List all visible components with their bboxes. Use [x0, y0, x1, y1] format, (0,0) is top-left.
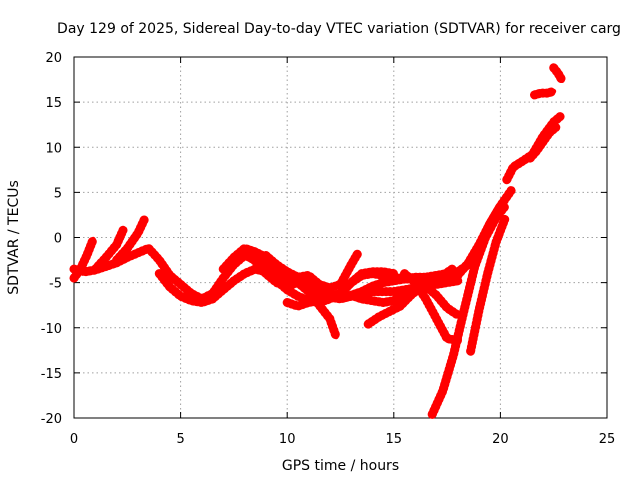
y-tick-label: 20 — [45, 51, 62, 66]
series-trace-17-markers — [525, 122, 561, 163]
y-axis: -20 -15 -10 -5 0 5 10 15 20 — [41, 51, 607, 427]
x-tick-label: 20 — [492, 432, 509, 447]
data-series — [69, 63, 567, 419]
series-trace-2-markers — [69, 234, 98, 283]
x-tick-label: 5 — [176, 432, 184, 447]
y-tick-label: 0 — [54, 232, 62, 247]
grid-lines — [74, 57, 607, 418]
series-trace-12-markers — [363, 263, 458, 329]
y-tick-label: 15 — [45, 96, 62, 111]
series-trace-8-markers — [261, 249, 363, 293]
x-tick-label: 25 — [599, 432, 616, 447]
series-trace-9-markers — [282, 267, 399, 311]
series-trace-15-markers — [466, 214, 510, 356]
y-tick-label: 5 — [54, 186, 62, 201]
y-tick-label: -10 — [41, 322, 62, 337]
y-tick-label: 10 — [45, 141, 62, 156]
series-trace-18-markers — [530, 86, 559, 100]
series-trace-1-markers — [69, 243, 463, 304]
x-axis-label: GPS time / hours — [282, 458, 399, 474]
x-tick-label: 10 — [279, 432, 296, 447]
series-trace-19-markers — [549, 63, 567, 85]
y-tick-label: -20 — [41, 412, 62, 427]
series-trace-14-markers — [427, 202, 510, 419]
series-trace-10-markers — [282, 272, 341, 342]
y-tick-label: -5 — [49, 277, 62, 292]
y-axis-label: SDTVAR / TECUs — [6, 180, 22, 295]
series-trace-13-markers — [400, 269, 463, 345]
series-trace-3-markers — [90, 225, 128, 274]
series-trace-4-markers — [112, 214, 149, 265]
y-tick-label: -15 — [41, 367, 62, 382]
chart-title: Day 129 of 2025, Sidereal Day-to-day VTE… — [57, 21, 621, 37]
x-axis: 0 5 10 15 20 25 — [70, 57, 615, 447]
x-tick-label: 15 — [386, 432, 403, 447]
x-tick-label: 0 — [70, 432, 78, 447]
series-trace-11-markers — [346, 281, 463, 320]
